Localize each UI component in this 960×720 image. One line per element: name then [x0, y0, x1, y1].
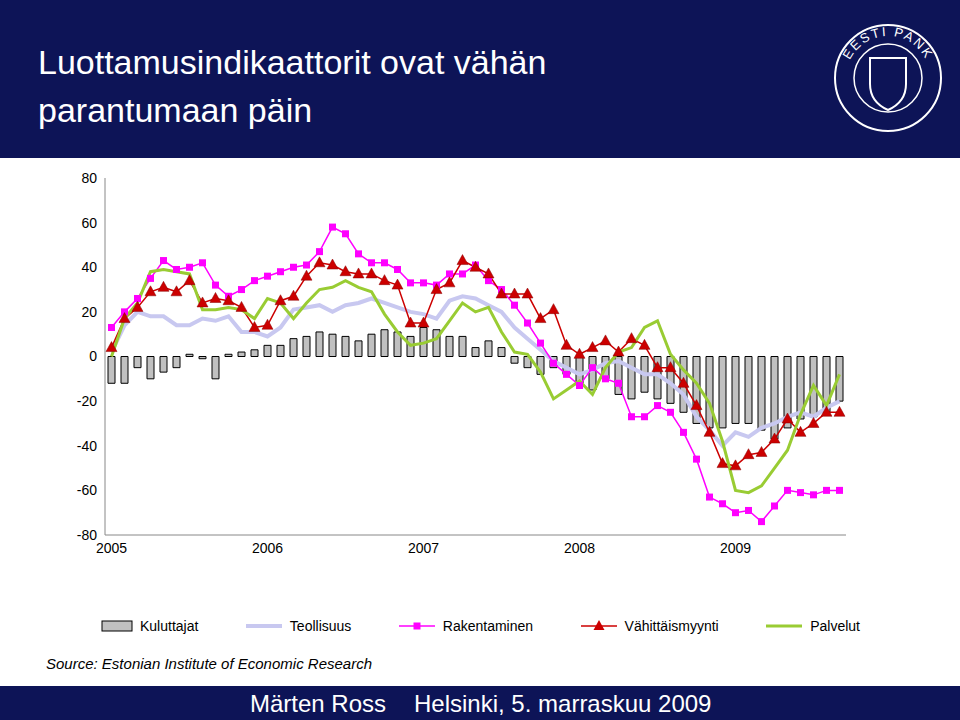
html-text:Palvelut: Palvelut	[810, 618, 860, 634]
svg-text:80: 80	[81, 170, 97, 186]
svg-text:2009: 2009	[720, 540, 751, 556]
svg-text:0: 0	[89, 348, 97, 364]
svg-text:2006: 2006	[252, 540, 283, 556]
svg-text:2007: 2007	[408, 540, 439, 556]
html-text:Helsinki, 5. marraskuu 2009: Helsinki, 5. marraskuu 2009	[414, 690, 712, 717]
svg-text:-60: -60	[77, 482, 97, 498]
html-text:Teollisuus: Teollisuus	[289, 618, 352, 634]
svg-text:-80: -80	[77, 527, 97, 543]
html-text:Luottamusindikaattorit ovat vä: Luottamusindikaattorit ovat vähän parant…	[38, 43, 547, 129]
svg-text:2008: 2008	[564, 540, 595, 556]
html-text:Kuluttajat: Kuluttajat	[140, 618, 199, 634]
svg-text:40: 40	[81, 259, 97, 275]
html-text:Source: Estonian Institute of: Source: Estonian Institute of Economic R…	[46, 655, 372, 672]
svg-text:2005: 2005	[96, 540, 127, 556]
svg-text:-20: -20	[77, 393, 97, 409]
svg-text:-40: -40	[77, 438, 97, 454]
svg-text:EESTI PANK: EESTI PANK	[839, 24, 936, 62]
svg-text:20: 20	[81, 304, 97, 320]
svg-text:60: 60	[81, 215, 97, 231]
html-text:Märten Ross: Märten Ross	[250, 690, 386, 717]
html-text:Rakentaminen: Rakentaminen	[442, 618, 534, 634]
html-text:Vähittäismyynti: Vähittäismyynti	[624, 618, 719, 634]
